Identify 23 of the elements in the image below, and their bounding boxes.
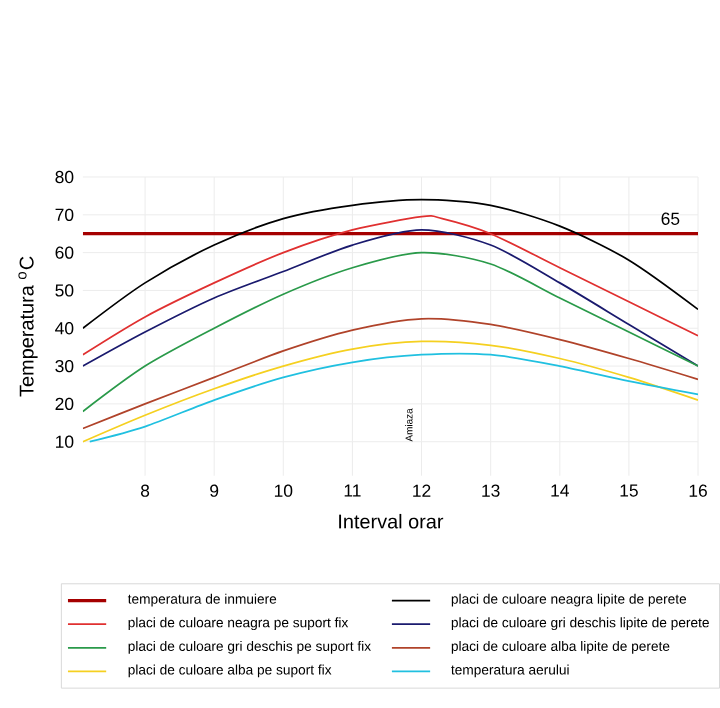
x-tick-label: 15 <box>620 484 638 497</box>
x-axis-title: Interval orar <box>339 513 444 529</box>
x-tick-label: 12 <box>413 484 431 497</box>
y-tick-label: 80 <box>55 170 74 184</box>
x-tick-label: 13 <box>482 484 500 497</box>
x-tick-label: 8 <box>140 484 150 497</box>
y-tick-label: 40 <box>55 322 74 335</box>
y-tick-label: 70 <box>55 208 74 221</box>
y-tick-label: 20 <box>55 397 74 411</box>
line-series <box>82 229 699 367</box>
y-axis-title: Temperatura $^{o}$C <box>18 256 38 397</box>
y-tick-label: 50 <box>55 284 74 297</box>
y-tick-label: 10 <box>56 435 74 448</box>
x-tick-label: 16 <box>689 484 707 497</box>
line-series <box>82 215 699 356</box>
y-tick-label: 30 <box>55 359 74 373</box>
y-tick-label: 60 <box>55 246 74 259</box>
x-tick-label: 10 <box>274 484 293 497</box>
x-tick-label: 9 <box>210 484 219 497</box>
x-tick-label: 11 <box>344 484 361 497</box>
x-tick-label: 14 <box>551 484 569 497</box>
annotation: 65 <box>661 212 680 225</box>
line-series <box>82 198 699 330</box>
